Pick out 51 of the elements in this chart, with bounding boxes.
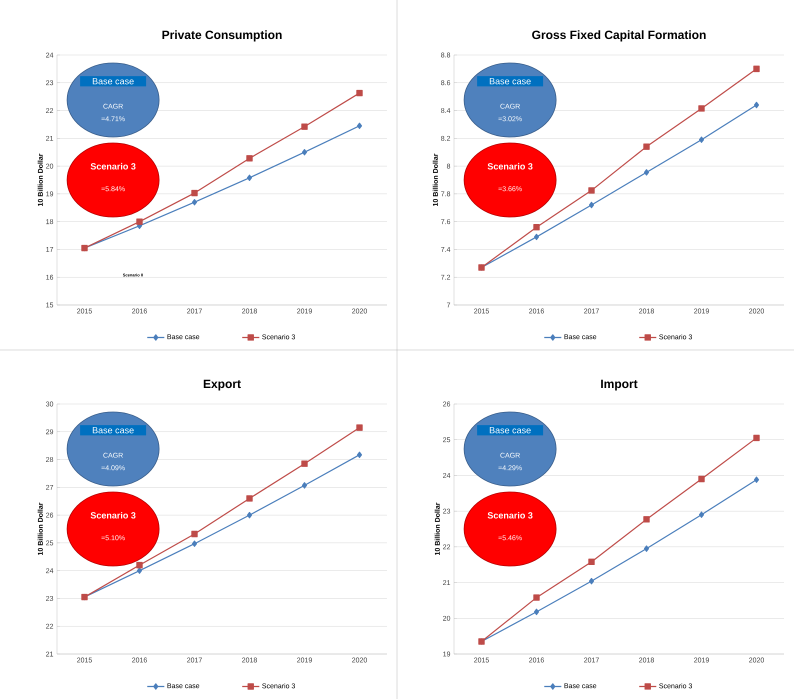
- point: [698, 136, 704, 143]
- point: [191, 190, 198, 196]
- point: [533, 224, 540, 230]
- point: [301, 123, 308, 130]
- point: [698, 105, 705, 112]
- point: [136, 218, 143, 225]
- annotation: Base case: [92, 427, 134, 434]
- annotation: Scenario 3: [90, 512, 136, 519]
- point: [302, 149, 308, 156]
- point: [356, 424, 363, 431]
- chart-title: Export: [204, 380, 241, 390]
- chart-title: Import: [601, 380, 638, 390]
- point: [533, 594, 540, 601]
- annotation: Scenario 3: [488, 512, 533, 519]
- point: [754, 476, 760, 483]
- point: [356, 122, 362, 130]
- point: [643, 516, 650, 523]
- point: [192, 540, 198, 547]
- point: [534, 608, 540, 616]
- point: [246, 174, 252, 181]
- point: [356, 452, 362, 458]
- point: [136, 567, 142, 574]
- annotation: Scenario 3: [488, 162, 533, 170]
- point: [301, 460, 308, 467]
- point: [588, 558, 595, 566]
- annotation: Base case: [490, 427, 531, 434]
- point: [643, 143, 650, 150]
- point: [753, 66, 760, 72]
- point: [356, 90, 363, 96]
- point: [191, 530, 198, 538]
- point: [644, 545, 650, 552]
- point: [588, 578, 594, 584]
- annotation: Base case: [490, 78, 531, 84]
- chart-title: Private Consumption: [162, 30, 282, 42]
- point: [302, 482, 308, 489]
- point: [644, 169, 650, 176]
- chart-title: Gross Fixed Capital Formation: [532, 30, 706, 42]
- point: [136, 562, 143, 568]
- point: [246, 512, 252, 518]
- point: [534, 234, 540, 240]
- point: [246, 155, 253, 162]
- point: [246, 495, 253, 502]
- point: [192, 199, 198, 206]
- point: [588, 187, 595, 194]
- annotation: Base case: [92, 78, 134, 84]
- point: [698, 512, 704, 518]
- point: [588, 202, 594, 208]
- annotation: Scenario 3: [90, 162, 136, 170]
- point: [698, 476, 705, 482]
- point: [754, 102, 760, 108]
- point: [753, 434, 760, 442]
